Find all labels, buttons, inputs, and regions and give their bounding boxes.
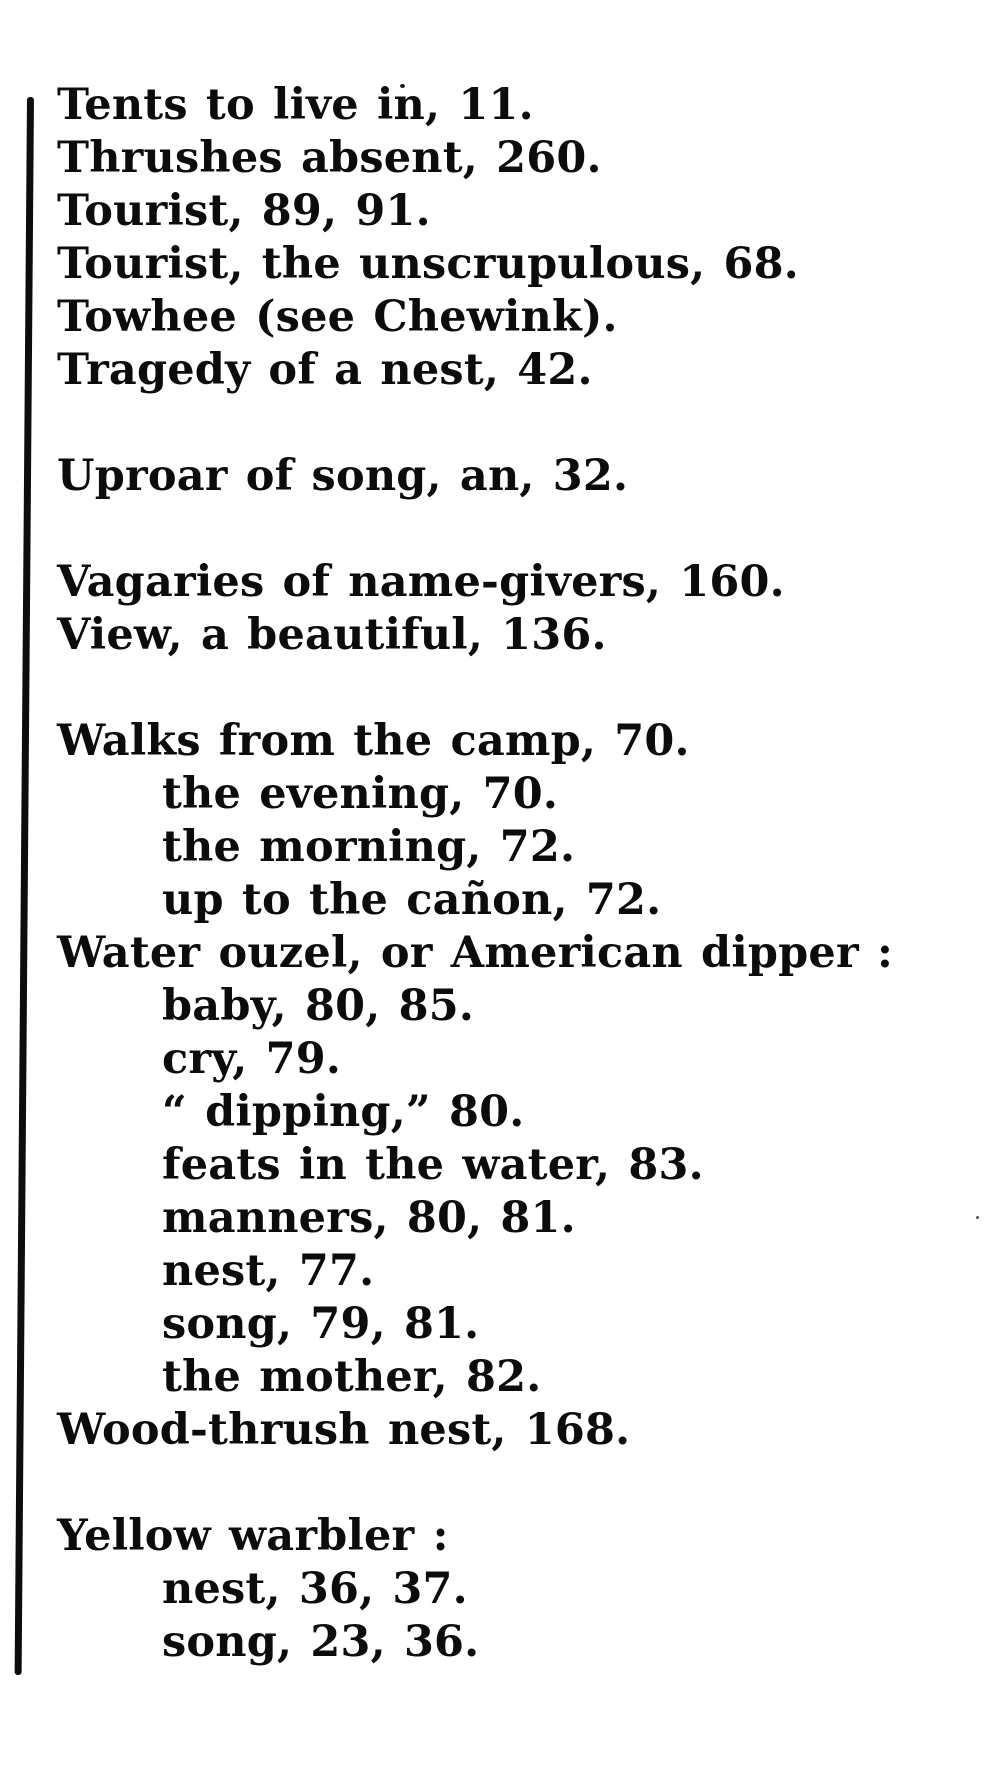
index-subentry: nest, 36, 37. (162, 1564, 468, 1614)
index-subentry: nest, 77. (162, 1246, 375, 1296)
index-entry: Uproar of song, an, 32. (57, 451, 629, 501)
index-entry: Wood-thrush nest, 168. (57, 1405, 631, 1455)
index-group-W: Walks from the camp, 70. the evening, 70.… (57, 715, 1000, 1457)
index-subentry: baby, 80, 85. (162, 981, 474, 1031)
index-group-Y: Yellow warbler : nest, 36, 37. song, 23, 3… (57, 1510, 1000, 1669)
index-subentry: the morning, 72. (162, 822, 576, 872)
index-entry: View, a beautiful, 136. (57, 610, 607, 660)
index-entry: Thrushes absent, 260. (57, 133, 602, 183)
index-entry: Tents to live in, 11. (57, 80, 534, 130)
ink-speck-artifact (400, 84, 405, 88)
index-entry: Vagaries of name-givers, 160. (57, 557, 785, 607)
index-subentry: feats in the water, 83. (162, 1140, 704, 1190)
index-entry: Tourist, the unscrupulous, 68. (57, 239, 799, 289)
index-subentry: song, 79, 81. (162, 1299, 480, 1349)
index-subentry: the evening, 70. (162, 769, 559, 819)
index-subentry: “ dipping,” 80. (162, 1087, 525, 1137)
index-subentry: cry, 79. (162, 1034, 342, 1084)
ink-speck-artifact (501, 87, 505, 91)
index-list: Tents to live in, 11. Thrushes absent, 26… (57, 79, 1000, 1669)
index-group-V: Vagaries of name-givers, 160. View, a bea… (57, 556, 1000, 662)
index-entry: Walks from the camp, 70. (57, 716, 690, 766)
ink-speck-artifact (976, 1216, 979, 1219)
left-margin-rule (14, 96, 34, 1675)
index-group-U: Uproar of song, an, 32. (57, 450, 1000, 503)
index-subentry: manners, 80, 81. (162, 1193, 576, 1243)
index-entry: Tragedy of a nest, 42. (57, 345, 593, 395)
index-entry: Towhee (see Chewink). (57, 292, 618, 342)
index-entry: Tourist, 89, 91. (57, 186, 431, 236)
index-subentry: the mother, 82. (162, 1352, 542, 1402)
index-group-T: Tents to live in, 11. Thrushes absent, 26… (57, 79, 1000, 397)
index-entry: Yellow warbler : (57, 1511, 449, 1561)
index-subentry: song, 23, 36. (162, 1617, 480, 1667)
index-entry: Water ouzel, or American dipper : (57, 928, 894, 978)
index-subentry: up to the cañon, 72. (162, 875, 662, 925)
